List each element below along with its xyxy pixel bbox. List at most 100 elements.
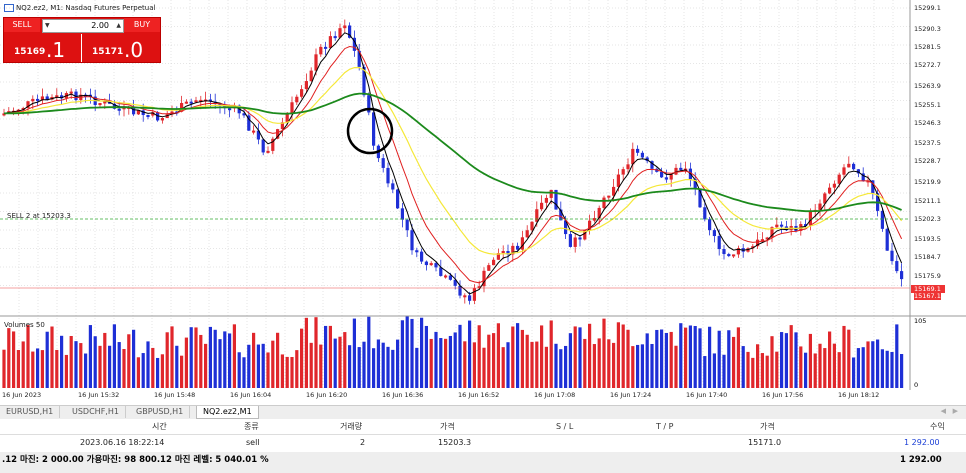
- volume-bar: [900, 354, 904, 388]
- volume-bar: [616, 322, 620, 388]
- tab-gbpusd[interactable]: GBPUSD,H1: [130, 406, 191, 418]
- candle: [568, 234, 572, 247]
- volume-bar: [780, 332, 784, 388]
- candle: [285, 113, 289, 123]
- candle: [866, 180, 870, 183]
- volume-bar: [794, 332, 798, 388]
- price-axis: 15299.1 15290.3 15281.5 15272.7 15263.9 15255…: [910, 0, 966, 316]
- col-current-price[interactable]: 가격: [760, 422, 775, 431]
- volume-bar: [343, 332, 347, 388]
- col-price[interactable]: 가격: [440, 422, 455, 431]
- volume-bar: [88, 325, 92, 388]
- volume-bar: [693, 326, 697, 388]
- price-tick: 15255.1: [914, 101, 941, 109]
- volume-bar: [588, 323, 592, 388]
- volume-bar: [127, 334, 131, 388]
- candle: [554, 189, 558, 210]
- volume-bar: [655, 329, 659, 388]
- candle: [890, 250, 894, 262]
- buy-price-button[interactable]: 15171 .0: [82, 34, 160, 62]
- volume-bar: [472, 342, 476, 388]
- sell-button[interactable]: SELL: [4, 18, 40, 32]
- candle: [324, 46, 328, 49]
- volume-bar: [775, 351, 779, 388]
- volume-bar: [592, 344, 596, 388]
- volume-bar: [180, 355, 184, 388]
- col-volume[interactable]: 거래량: [340, 422, 363, 431]
- candle: [40, 96, 44, 101]
- price-tick: 15219.9: [914, 178, 941, 186]
- volume-bar: [79, 343, 83, 388]
- candle: [717, 236, 721, 250]
- candle: [664, 177, 668, 180]
- scroll-left-icon[interactable]: ◀: [940, 407, 946, 415]
- candle: [199, 99, 203, 102]
- candle: [343, 25, 347, 29]
- candle: [540, 202, 544, 210]
- trade-row[interactable]: 2023.06.16 18:22:14 sell 2 15203.3 15171…: [0, 437, 966, 450]
- price-chart[interactable]: [0, 0, 966, 405]
- volume-bar: [525, 334, 529, 388]
- candle: [592, 218, 596, 221]
- price-tick: 15184.7: [914, 253, 941, 261]
- candle: [832, 183, 836, 188]
- candle: [26, 101, 30, 109]
- volume-bar: [64, 354, 68, 388]
- trade-table-header: 시간 종류 거래량 가격 S / L T / P 가격 수익: [0, 421, 966, 435]
- volume-bar: [448, 335, 452, 388]
- candle: [55, 95, 59, 98]
- candle: [597, 207, 601, 219]
- candle: [314, 54, 318, 71]
- volume-bar: [823, 348, 827, 388]
- chevron-down-icon[interactable]: ▼: [45, 22, 50, 29]
- volume-bar: [40, 350, 44, 388]
- candle: [328, 36, 332, 48]
- tab-eurusd[interactable]: EURUSD,H1: [0, 406, 61, 418]
- col-profit[interactable]: 수익: [930, 422, 945, 431]
- candle: [861, 173, 865, 182]
- scroll-right-icon[interactable]: ▶: [952, 407, 958, 415]
- col-tp[interactable]: T / P: [656, 422, 674, 431]
- chevron-up-icon[interactable]: ▲: [116, 22, 121, 29]
- candle: [98, 103, 102, 106]
- tab-usdchf[interactable]: USDCHF,H1: [66, 406, 126, 418]
- lot-size-field[interactable]: ▼ 2.00 ▲: [42, 19, 124, 33]
- account-summary-text: .12 마진: 2 000.00 가용마진: 98 800.12 마진 레벨: …: [2, 455, 269, 465]
- candle: [818, 203, 822, 210]
- volume-bar: [439, 338, 443, 388]
- col-sl[interactable]: S / L: [556, 422, 574, 431]
- candle: [559, 209, 563, 221]
- volume-bar: [645, 333, 649, 388]
- candle: [2, 113, 6, 116]
- candle: [583, 229, 587, 240]
- candle: [669, 174, 673, 180]
- sell-price-button[interactable]: 15169 .1: [4, 34, 82, 62]
- volume-bar: [12, 331, 16, 388]
- ma-line: [3, 92, 902, 213]
- volume-bar: [708, 326, 712, 388]
- col-time[interactable]: 시간: [152, 422, 167, 431]
- candle: [458, 285, 462, 296]
- candle: [362, 66, 366, 96]
- candle: [160, 118, 164, 121]
- volume-bar: [31, 351, 35, 388]
- candle: [487, 265, 491, 271]
- volume-bar: [866, 341, 870, 388]
- candle: [463, 295, 467, 298]
- col-type[interactable]: 종류: [244, 422, 259, 431]
- candle: [823, 193, 827, 204]
- price-tick: 15228.7: [914, 157, 941, 165]
- volume-bar: [612, 342, 616, 388]
- volume-bar: [852, 357, 856, 388]
- price-tick: 15193.5: [914, 235, 941, 243]
- candle: [309, 70, 313, 82]
- volume-bar: [50, 326, 54, 388]
- ma-line: [3, 66, 903, 255]
- volume-bar: [784, 333, 788, 388]
- lot-value: 2.00: [91, 21, 109, 30]
- candle: [520, 237, 524, 250]
- candle: [828, 187, 832, 194]
- buy-button[interactable]: BUY: [124, 18, 160, 32]
- candle: [228, 108, 232, 111]
- tab-nq2[interactable]: NQ2.ez2,M1: [196, 406, 259, 419]
